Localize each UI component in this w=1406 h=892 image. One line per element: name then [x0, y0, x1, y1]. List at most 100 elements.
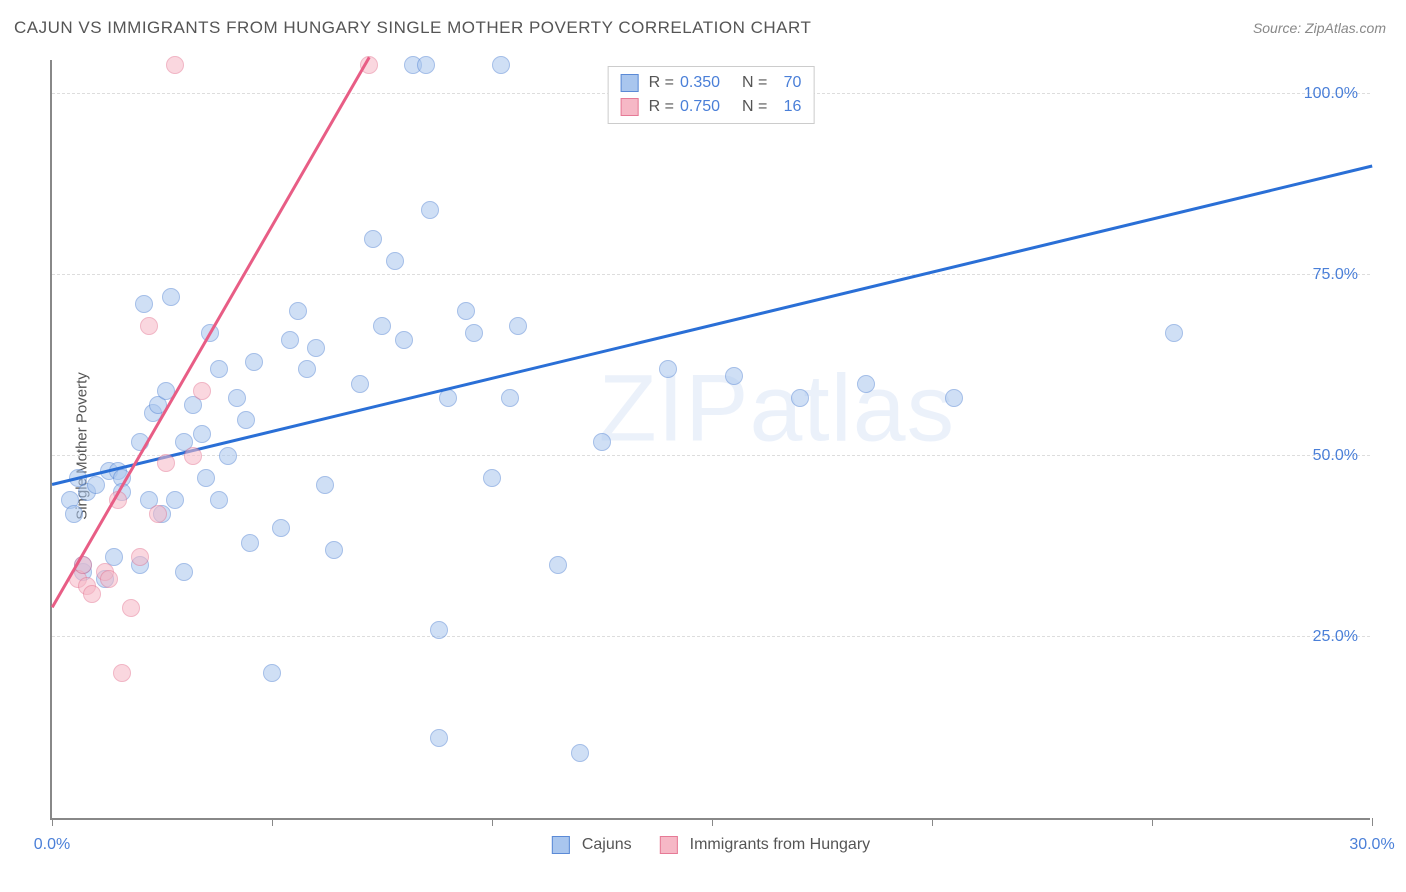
data-point: [281, 331, 299, 349]
data-point: [483, 469, 501, 487]
data-point: [157, 454, 175, 472]
data-point: [351, 375, 369, 393]
n-value: 70: [773, 71, 801, 95]
data-point: [289, 302, 307, 320]
data-point: [325, 541, 343, 559]
x-tick: [272, 818, 273, 826]
legend-item: Immigrants from Hungary: [660, 836, 871, 854]
y-tick-label: 50.0%: [1313, 447, 1358, 465]
data-point: [791, 389, 809, 407]
r-value: 0.750: [680, 95, 720, 119]
data-point: [113, 664, 131, 682]
data-point: [430, 621, 448, 639]
data-point: [1165, 324, 1183, 342]
x-tick: [52, 818, 53, 826]
data-point: [140, 317, 158, 335]
data-point: [237, 411, 255, 429]
legend-item: Cajuns: [552, 836, 632, 854]
data-point: [219, 447, 237, 465]
legend-label: Immigrants from Hungary: [690, 836, 871, 854]
data-point: [857, 375, 875, 393]
x-tick: [712, 818, 713, 826]
data-point: [492, 56, 510, 74]
data-point: [245, 353, 263, 371]
data-point: [210, 360, 228, 378]
data-point: [417, 56, 435, 74]
data-point: [593, 433, 611, 451]
source-label: Source: ZipAtlas.com: [1253, 20, 1386, 36]
data-point: [197, 469, 215, 487]
data-point: [373, 317, 391, 335]
legend-swatch: [552, 836, 570, 854]
x-tick: [1372, 818, 1373, 826]
legend-label: Cajuns: [582, 836, 632, 854]
n-value: 16: [773, 95, 801, 119]
gridline: [52, 636, 1370, 637]
data-point: [509, 317, 527, 335]
data-point: [263, 664, 281, 682]
data-point: [166, 491, 184, 509]
chart-title: CAJUN VS IMMIGRANTS FROM HUNGARY SINGLE …: [14, 18, 811, 38]
data-point: [193, 425, 211, 443]
x-tick-label: 30.0%: [1349, 836, 1394, 854]
data-point: [162, 288, 180, 306]
data-point: [175, 563, 193, 581]
r-label: R =: [649, 95, 674, 119]
data-point: [193, 382, 211, 400]
data-point: [135, 295, 153, 313]
legend-swatch: [621, 98, 639, 116]
trend-line: [51, 56, 370, 607]
x-tick-label: 0.0%: [34, 836, 70, 854]
n-label: N =: [742, 95, 767, 119]
data-point: [465, 324, 483, 342]
data-point: [316, 476, 334, 494]
x-tick: [1152, 818, 1153, 826]
data-point: [87, 476, 105, 494]
data-point: [210, 491, 228, 509]
data-point: [421, 201, 439, 219]
data-point: [184, 447, 202, 465]
chart-plot-area: ZIPatlas 25.0%50.0%75.0%100.0%0.0%30.0%R…: [50, 60, 1370, 820]
data-point: [307, 339, 325, 357]
data-point: [549, 556, 567, 574]
data-point: [100, 570, 118, 588]
data-point: [122, 599, 140, 617]
y-tick-label: 75.0%: [1313, 266, 1358, 284]
correlation-legend: R =0.350 N =70 R =0.750 N =16: [608, 66, 815, 124]
data-point: [725, 367, 743, 385]
legend-swatch: [660, 836, 678, 854]
legend-row: R =0.350 N =70: [621, 71, 802, 95]
data-point: [166, 56, 184, 74]
legend-swatch: [621, 74, 639, 92]
data-point: [241, 534, 259, 552]
r-value: 0.350: [680, 71, 720, 95]
r-label: R =: [649, 71, 674, 95]
data-point: [439, 389, 457, 407]
data-point: [945, 389, 963, 407]
x-tick: [492, 818, 493, 826]
gridline: [52, 455, 1370, 456]
y-tick-label: 100.0%: [1304, 85, 1358, 103]
series-legend: Cajuns Immigrants from Hungary: [552, 836, 870, 854]
data-point: [83, 585, 101, 603]
data-point: [386, 252, 404, 270]
data-point: [65, 505, 83, 523]
data-point: [457, 302, 475, 320]
data-point: [395, 331, 413, 349]
x-tick: [932, 818, 933, 826]
watermark: ZIPatlas: [599, 354, 955, 463]
data-point: [272, 519, 290, 537]
data-point: [298, 360, 316, 378]
data-point: [364, 230, 382, 248]
data-point: [659, 360, 677, 378]
data-point: [430, 729, 448, 747]
data-point: [149, 505, 167, 523]
y-tick-label: 25.0%: [1313, 628, 1358, 646]
data-point: [131, 548, 149, 566]
n-label: N =: [742, 71, 767, 95]
legend-row: R =0.750 N =16: [621, 95, 802, 119]
gridline: [52, 274, 1370, 275]
data-point: [228, 389, 246, 407]
data-point: [571, 744, 589, 762]
data-point: [501, 389, 519, 407]
